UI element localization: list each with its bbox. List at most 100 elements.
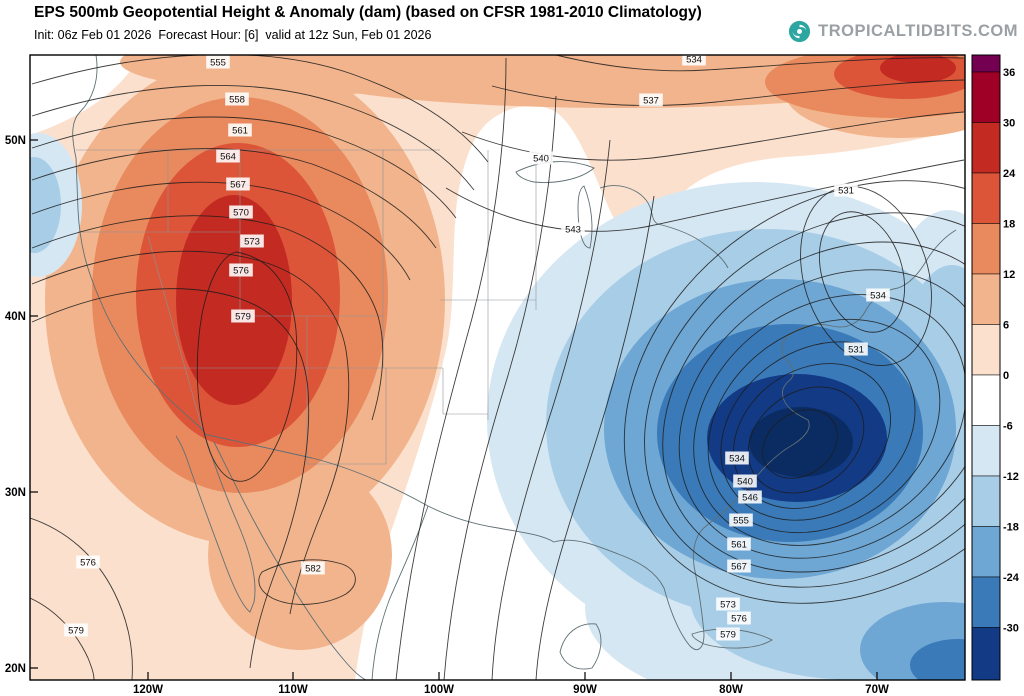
colorbar-segment (971, 223, 1001, 275)
contour-label: 561 (731, 540, 747, 551)
logo-text: TROPICALTIDBITS.COM (818, 22, 1018, 40)
lon-label: 100W (424, 684, 454, 696)
low-contour-ring (762, 409, 838, 479)
gulf-and-east-coast (427, 229, 957, 650)
contour-label: 546 (742, 493, 758, 504)
colorbar-tick-label: -6 (1003, 421, 1013, 433)
geography (72, 55, 957, 680)
height-contour-531-loop (818, 211, 906, 333)
contour-label-bg (844, 342, 868, 356)
us-mexico-border (203, 433, 429, 507)
contour-label-bg (834, 183, 858, 197)
contour-labels: 555 558 561 564 567 570 573 576 579 582 576 579 534 5… (64, 52, 890, 641)
contour-label: 540 (533, 154, 549, 165)
contour-label-bg (228, 123, 252, 137)
contour-label-bg (729, 513, 753, 527)
contour-label: 555 (210, 58, 226, 69)
height-contour-576-sw (30, 517, 133, 680)
contour-label-bg (240, 234, 264, 248)
height-contour-561 (31, 116, 457, 219)
contour-label: 561 (232, 126, 248, 137)
low-contour-ring (678, 269, 965, 559)
contour-label-bg (727, 559, 751, 573)
contour-label: 543 (565, 225, 581, 236)
contour-label: 534 (870, 291, 886, 302)
contour-label: 555 (733, 516, 749, 527)
colorbar-tick-label: -24 (1003, 572, 1020, 584)
lat-label: 40N (5, 311, 26, 323)
contour-label: 534 (686, 55, 702, 66)
mexico-east-coast (371, 505, 429, 680)
contour-label: 579 (235, 312, 251, 323)
negative-anomaly-12-18 (30, 157, 61, 253)
contour-label: 576 (80, 558, 96, 569)
colorbar-tick-label: 0 (1003, 370, 1009, 382)
map-frame (29, 54, 966, 681)
chart-title: EPS 500mb Geopotential Height & Anomaly … (34, 4, 702, 21)
colorbar-tick-label: 12 (1003, 269, 1015, 281)
height-contour-558 (31, 85, 475, 191)
colorbar-tick-label: 6 (1003, 320, 1009, 332)
height-contour-579-loop (196, 251, 298, 482)
contour-label: 531 (838, 186, 854, 197)
contour-label: 564 (220, 152, 236, 163)
low-contour-ring (644, 212, 965, 588)
contour-label: 570 (233, 208, 249, 219)
contour-label-bg (725, 451, 749, 465)
contour-label-bg (231, 309, 255, 323)
contour-label: 567 (230, 180, 246, 191)
hurricane-icon (789, 20, 811, 43)
contour-label: 579 (68, 626, 84, 637)
contour-label: 540 (737, 477, 753, 488)
contour-label-bg (225, 92, 249, 106)
low-contour-ring (623, 180, 965, 604)
height-contour-570 (31, 215, 384, 421)
contour-label-bg (64, 623, 88, 637)
negative-anomaly-24-30 (910, 639, 965, 680)
colorbar: 36 30 24 18 12 6 0 -6 -12 -18 -24 -30 (971, 54, 1020, 681)
lat-label: 30N (5, 487, 26, 499)
contour-label-bg (229, 205, 253, 219)
contour-label-bg (226, 177, 250, 191)
contour-label: 579 (720, 630, 736, 641)
contour-label: 576 (233, 266, 249, 277)
height-contour-543-north (445, 159, 965, 232)
height-contour-576 (31, 288, 310, 669)
contour-label-bg (733, 474, 757, 488)
height-contour-534-north (555, 55, 965, 72)
contour-label-bg (716, 597, 740, 611)
lat-label: 20N (5, 663, 26, 675)
baja-california (175, 429, 256, 613)
height-contour-573 (31, 250, 350, 615)
colorbar-segment (971, 54, 1001, 73)
height-contour-567 (31, 181, 411, 281)
contour-label: 531 (848, 345, 864, 356)
height-contour-mid-2 (443, 95, 557, 680)
colorbar-tick-label: 18 (1003, 219, 1015, 231)
lake-michigan (577, 185, 593, 249)
contour-label-bg (301, 561, 325, 575)
contour-label-bg (561, 222, 585, 236)
colorbar-tick-label: -30 (1003, 623, 1019, 635)
colorbar-segment (971, 576, 1001, 628)
lat-label: 50N (5, 135, 26, 147)
contour-label: 567 (731, 562, 747, 573)
positive-anomaly-24-30 (880, 55, 956, 83)
colorbar-tick-label: -12 (1003, 471, 1019, 483)
contour-label: 558 (229, 95, 245, 106)
mexico-west-coast (213, 441, 367, 680)
contour-label-bg (866, 288, 890, 302)
anomaly-shading (30, 55, 965, 680)
colorbar-segment (971, 374, 1001, 426)
colorbar-outline (971, 54, 1001, 681)
height-contour-mid-3 (491, 139, 611, 680)
coastline-pacific (72, 55, 204, 431)
low-contour-ring (662, 241, 965, 573)
height-contour-579-sw (30, 597, 95, 680)
colorbar-segment (971, 425, 1001, 477)
contour-label: 573 (244, 237, 260, 248)
lon-label: 120W (133, 684, 163, 696)
colorbar-tick-label: -18 (1003, 522, 1019, 534)
height-contour-mid-4 (535, 195, 655, 680)
